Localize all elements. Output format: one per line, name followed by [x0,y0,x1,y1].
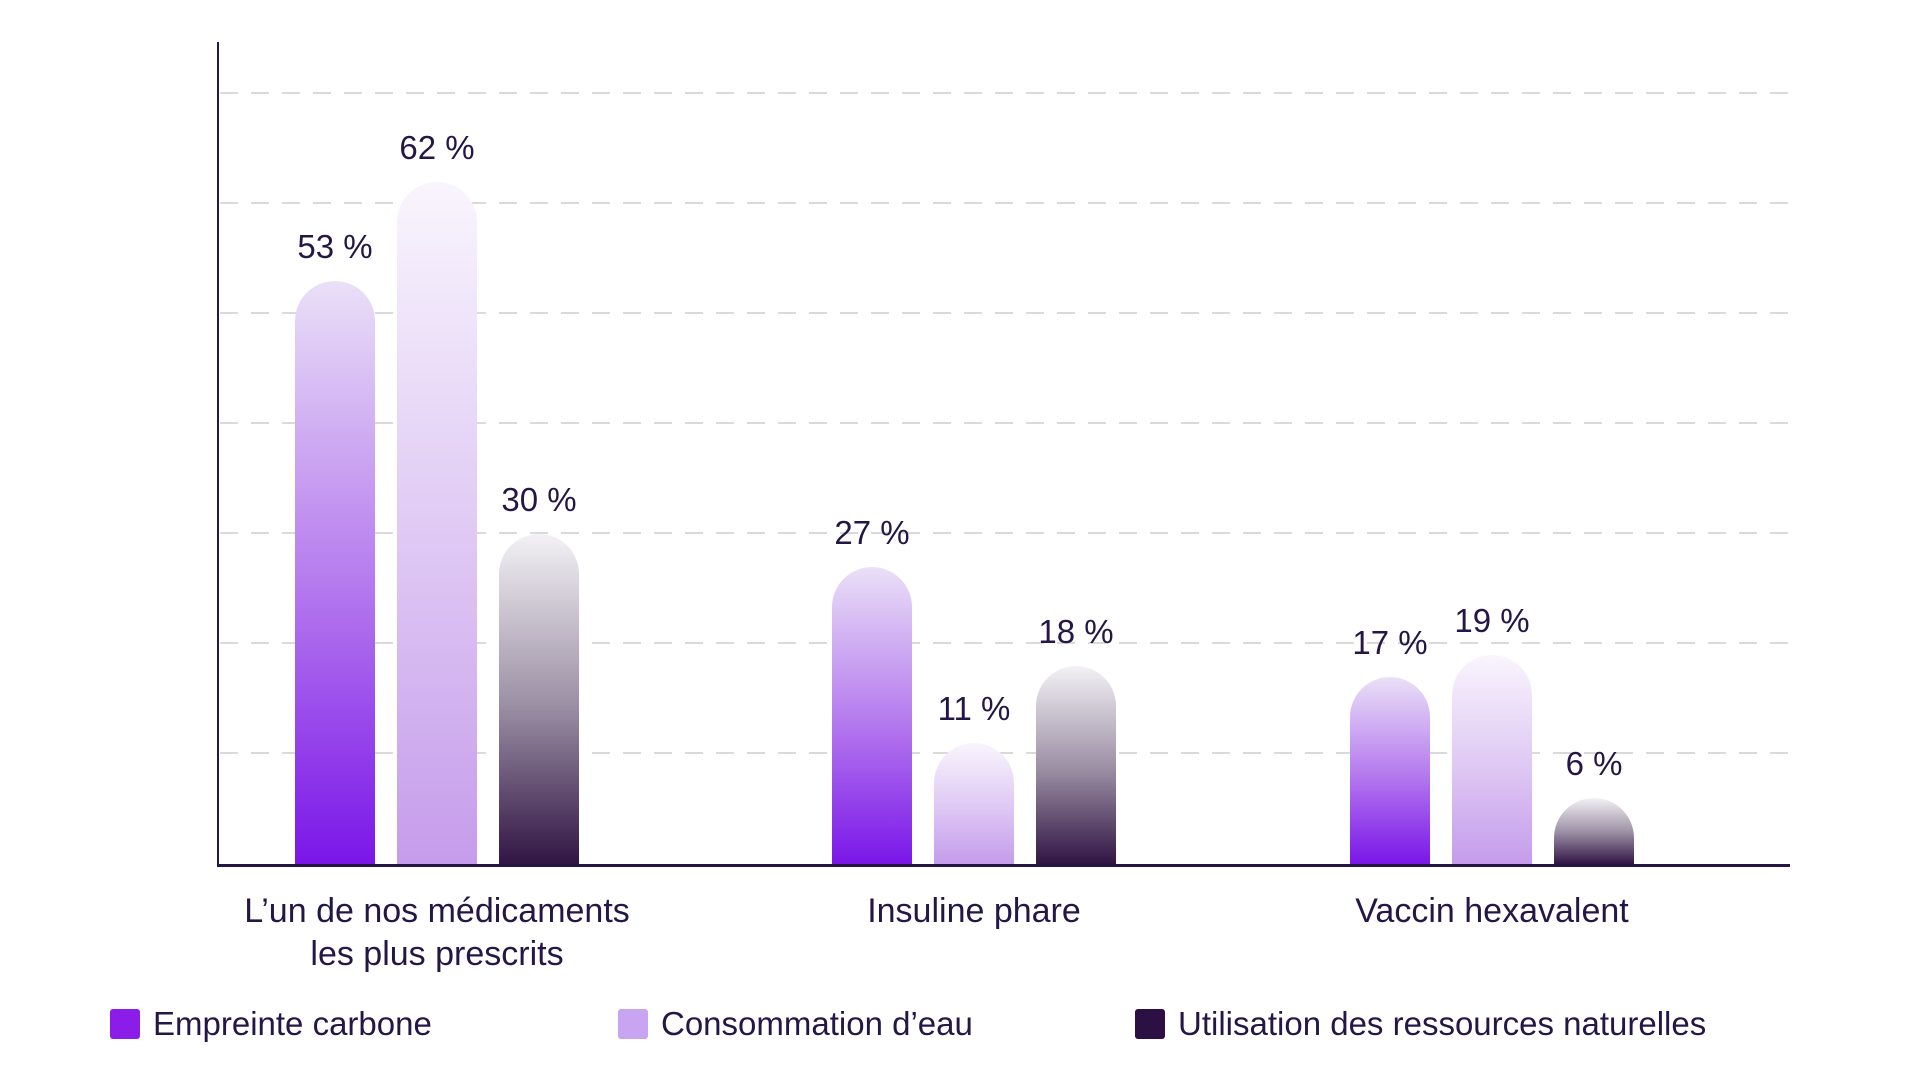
bar-value-label: 27 % [834,514,910,551]
bar-utilisation-des-ressources-naturelles [1036,666,1116,864]
legend-swatch-ressources-naturelles [1135,1009,1165,1039]
x-axis-line [217,864,1790,867]
legend-swatch-consommation-eau [618,1009,648,1039]
legend-item-empreinte-carbone: Empreinte carbone [110,1002,432,1046]
legend-item-ressources-naturelles: Utilisation des ressources naturelles [1135,1002,1706,1046]
bar-consommation-d-eau [1452,655,1532,864]
bar-value-label: 53 % [297,228,373,265]
gridline-40-percent [220,422,1790,424]
bar-slot: 30 % [499,481,579,864]
bar-slot: 6 % [1554,745,1634,864]
bar-slot: 27 % [832,514,912,864]
bar-value-label: 19 % [1454,602,1530,639]
bar-value-label: 62 % [399,129,475,166]
bar-groups-layer: 53 % 62 % 30 % L’un de nos médicaments les … [217,42,1790,973]
bar-slot: 18 % [1036,613,1116,864]
legend-swatch-empreinte-carbone [110,1009,140,1039]
bar-value-label: 30 % [501,481,577,518]
bar-group-3: 17 % 19 % 6 % Vaccin hexavalent [1350,602,1634,930]
gridline-30-percent [220,532,1790,534]
legend-label-ressources-naturelles: Utilisation des ressources naturelles [1178,1005,1707,1042]
bar-value-label: 11 % [937,690,1011,727]
legend-item-consommation-eau: Consommation d’eau [618,1002,973,1046]
bar-empreinte-carbone [1350,677,1430,864]
bar-value-label: 18 % [1038,613,1114,650]
category-label: L’un de nos médicaments les plus prescri… [244,892,630,973]
gridline-10-percent [220,752,1790,754]
bar-slot: 17 % [1350,624,1430,864]
legend: Empreinte carbone Consommation d’eau Uti… [0,1002,1920,1046]
gridline-20-percent [220,642,1790,644]
bar-slot: 11 % [934,690,1014,864]
bar-group-1: 53 % 62 % 30 % L’un de nos médicaments les … [244,129,630,973]
bar-consommation-d-eau [934,743,1014,864]
y-axis-line [217,42,219,864]
bar-slot: 19 % [1452,602,1532,864]
bar-utilisation-des-ressources-naturelles [499,534,579,864]
bar-slot: 53 % [295,228,375,864]
gridline-60-percent [220,202,1790,204]
gridline-70-percent [220,92,1790,94]
bar-utilisation-des-ressources-naturelles [1554,798,1634,864]
category-label: Insuline phare [867,892,1081,930]
bar-value-label: 6 % [1565,745,1623,782]
legend-label-consommation-eau: Consommation d’eau [661,1005,973,1042]
legend-label-empreinte-carbone: Empreinte carbone [153,1005,432,1042]
bar-consommation-d-eau [397,182,477,864]
bar-empreinte-carbone [832,567,912,864]
bar-value-label: 17 % [1352,624,1428,661]
bar-empreinte-carbone [295,281,375,864]
gridline-50-percent [220,312,1790,314]
plot-area: 53 % 62 % 30 % L’un de nos médicaments les … [217,42,1790,973]
bar-group-2: 27 % 11 % 18 % Insuline phare [832,514,1116,930]
category-label: Vaccin hexavalent [1355,892,1629,930]
bar-slot: 62 % [397,129,477,864]
